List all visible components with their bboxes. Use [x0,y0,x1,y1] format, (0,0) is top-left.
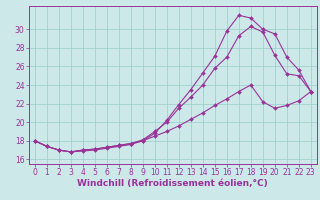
X-axis label: Windchill (Refroidissement éolien,°C): Windchill (Refroidissement éolien,°C) [77,179,268,188]
